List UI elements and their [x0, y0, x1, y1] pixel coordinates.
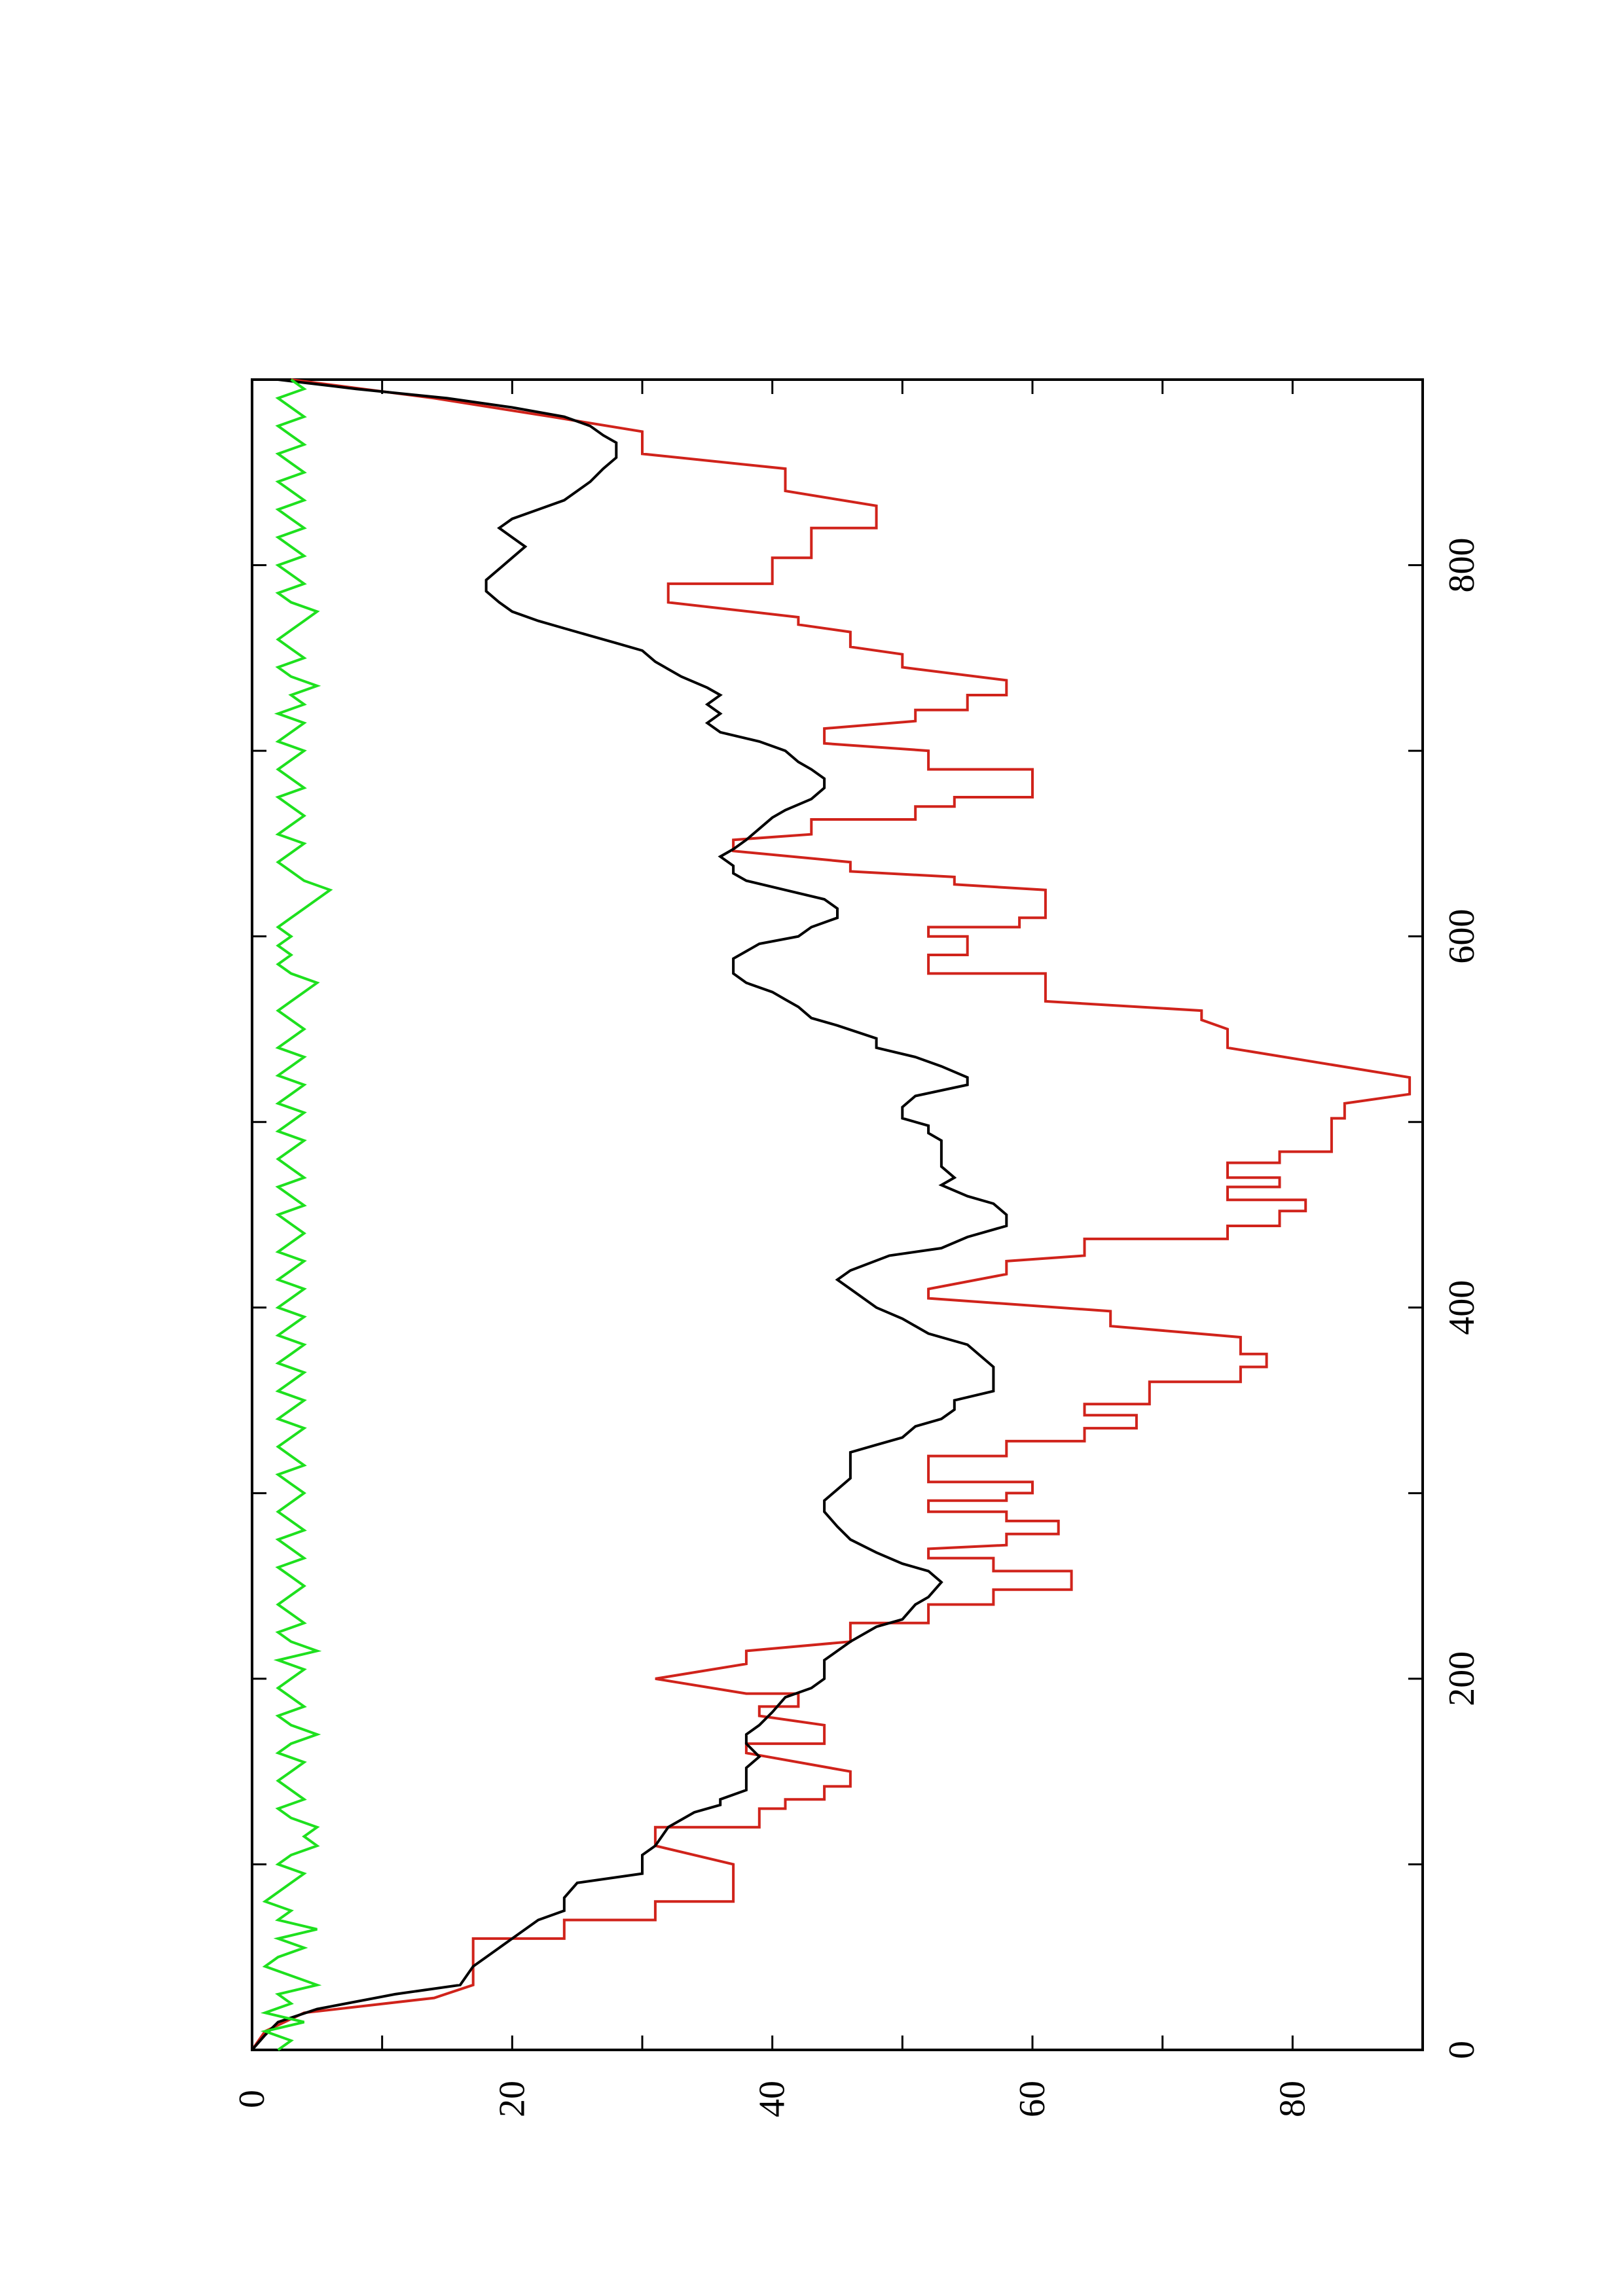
y-tick-label: 60 [1012, 2081, 1053, 2117]
x-tick-label: 0 [1442, 2041, 1482, 2059]
series-line-3 [260, 378, 333, 2051]
series-layer [251, 378, 1412, 2051]
ticks-layer [251, 380, 1423, 2051]
x-tick-label: 800 [1442, 538, 1482, 593]
tick-labels-layer: 0 200 400 600 800 0 20 40 60 80 [232, 538, 1482, 2117]
y-tick-label: 0 [232, 2090, 272, 2108]
y-tick-label: 40 [752, 2081, 793, 2117]
series-line-2 [251, 378, 1008, 2051]
y-tick-label: 80 [1272, 2081, 1313, 2117]
x-tick-label: 600 [1442, 909, 1482, 964]
series-line-1 [251, 378, 1412, 2051]
x-tick-label: 200 [1442, 1651, 1482, 1706]
plot-frame [251, 378, 1424, 2051]
x-tick-label: 400 [1442, 1280, 1482, 1335]
y-tick-label: 20 [492, 2081, 532, 2117]
